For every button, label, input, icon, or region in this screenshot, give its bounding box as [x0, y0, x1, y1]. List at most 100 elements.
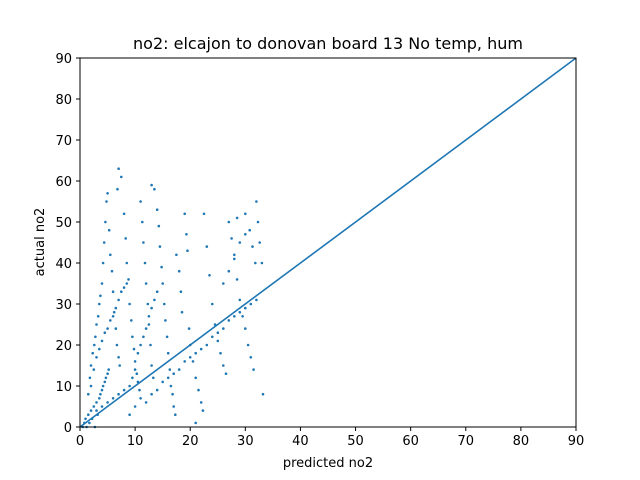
data-point [155, 388, 159, 392]
data-point [100, 282, 104, 285]
data-point [202, 212, 206, 216]
data-point [98, 397, 101, 400]
data-point [199, 347, 203, 351]
data-point [150, 364, 153, 367]
data-point [194, 421, 197, 425]
data-point [227, 220, 231, 224]
data-point [150, 306, 153, 310]
data-point [152, 376, 155, 380]
x-tick-label: 90 [568, 434, 585, 449]
data-point [88, 421, 91, 425]
data-point [194, 351, 197, 355]
y-tick-label: 50 [55, 216, 72, 231]
data-point [235, 278, 239, 281]
data-point [111, 290, 115, 294]
data-point [125, 261, 129, 265]
data-point [186, 249, 189, 252]
data-point [125, 282, 129, 285]
plot-frame [79, 57, 577, 428]
data-point [201, 409, 205, 412]
data-point [89, 409, 93, 412]
data-point [146, 302, 150, 306]
data-point [96, 315, 100, 318]
y-tick-label: 60 [55, 175, 72, 190]
data-point [235, 216, 239, 220]
data-point [104, 220, 107, 224]
data-point [103, 331, 107, 335]
chart-title: no2: elcajon to donovan board 13 No temp… [133, 34, 523, 53]
data-point [100, 388, 104, 392]
data-point [95, 323, 98, 326]
data-point [109, 319, 112, 322]
y-tick-label: 90 [55, 52, 72, 67]
data-point [161, 380, 164, 384]
data-point [95, 356, 98, 359]
data-point [84, 417, 87, 421]
data-point [175, 253, 178, 257]
data-point [100, 339, 104, 343]
data-point [91, 351, 94, 355]
data-point [150, 392, 153, 396]
data-point [233, 257, 236, 261]
x-tick-label: 20 [182, 434, 199, 449]
data-point [103, 380, 107, 384]
y-tick-label: 70 [55, 134, 72, 149]
data-point [144, 327, 148, 330]
data-point [136, 351, 140, 355]
data-point [165, 335, 169, 339]
data-point [135, 372, 139, 376]
data-point [248, 228, 251, 232]
x-tick-label: 40 [292, 434, 309, 449]
data-point [144, 401, 148, 404]
data-point [199, 401, 203, 404]
data-point [104, 376, 108, 380]
data-point [222, 282, 225, 285]
data-point [107, 228, 111, 232]
data-point [222, 327, 225, 330]
data-point [197, 388, 200, 392]
data-point [172, 372, 175, 376]
data-point [157, 224, 161, 228]
data-point [116, 187, 119, 191]
y-tick-label: 80 [55, 93, 72, 108]
data-point [249, 302, 253, 306]
data-point [122, 388, 126, 392]
data-point [230, 237, 233, 240]
data-point [131, 335, 134, 339]
data-point [144, 282, 148, 285]
data-point [149, 343, 152, 347]
data-point [92, 368, 96, 371]
data-point [233, 253, 236, 257]
data-point [153, 187, 156, 191]
data-point [117, 356, 120, 359]
data-point [256, 220, 260, 224]
data-point [177, 368, 181, 371]
data-point [99, 392, 102, 396]
data-point [110, 269, 114, 273]
data-point [188, 356, 192, 359]
data-point [128, 384, 131, 388]
reference-line [79, 57, 577, 428]
x-tick-label: 10 [127, 434, 144, 449]
data-point [92, 405, 96, 408]
data-point [172, 405, 175, 408]
y-axis-label: actual no2 [33, 208, 48, 277]
data-point [216, 331, 220, 335]
data-point [133, 405, 137, 408]
data-point [211, 335, 214, 339]
data-point [114, 327, 118, 330]
data-point [216, 339, 220, 343]
data-point [183, 360, 186, 363]
data-point [88, 376, 92, 380]
x-tick-label: 60 [402, 434, 419, 449]
data-point [161, 282, 164, 285]
data-point [106, 401, 109, 404]
data-point [98, 347, 101, 351]
data-point [244, 233, 247, 236]
data-point [118, 364, 121, 367]
data-point [95, 409, 98, 412]
data-point [233, 315, 236, 318]
data-point [244, 212, 247, 216]
data-point [211, 302, 214, 306]
data-point [115, 343, 119, 347]
